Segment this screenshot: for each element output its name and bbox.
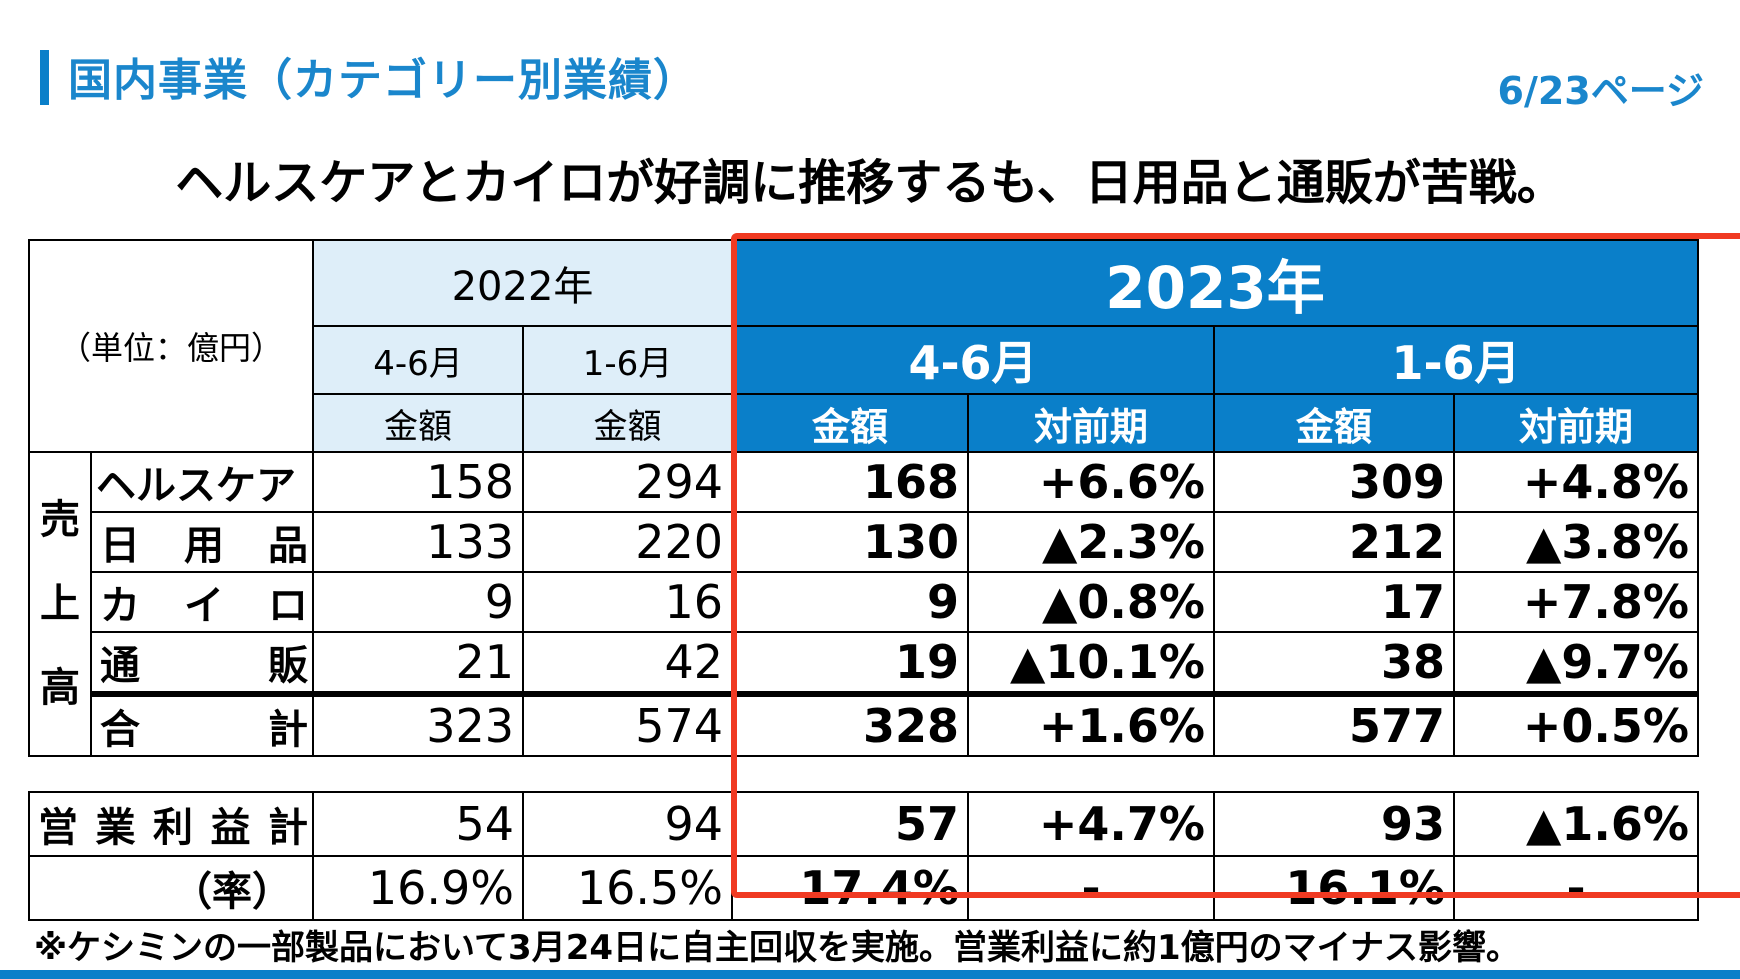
cell-value: 168 xyxy=(731,451,969,513)
row-label-mail-order: 通販 xyxy=(90,631,314,695)
table-row: 売上高 ヘルスケア 158 294 168 +6.6% 309 +4.8% xyxy=(28,451,1699,757)
row-label-total: 合計 xyxy=(90,691,314,757)
cell-yoy: ▲2.3% xyxy=(967,511,1215,573)
page-indicator: 6/23ページ xyxy=(1497,69,1704,113)
curr-period-q2: 4-6月 xyxy=(731,325,1215,395)
cell-value: 130 xyxy=(731,511,969,573)
section-title: 国内事業（カテゴリー別業績） xyxy=(68,55,698,106)
cell-value: 158 xyxy=(312,451,524,513)
cell-value: 19 xyxy=(731,631,969,695)
cell-yoy: +0.5% xyxy=(1453,691,1699,757)
cell-yoy: ▲1.6% xyxy=(1453,791,1699,857)
cell-value: 17.4% xyxy=(731,855,969,921)
cell-value: 133 xyxy=(312,511,524,573)
prev-amount-header-h1: 金額 xyxy=(522,393,733,453)
table-spacer xyxy=(29,756,1698,792)
cell-value: 94 xyxy=(522,791,733,857)
curr-amount-header-q2: 金額 xyxy=(731,393,969,453)
row-label-op-profit: 営業利益計 xyxy=(28,791,314,857)
headline: ヘルスケアとカイロが好調に推移するも、日用品と通販が苦戦。 xyxy=(175,155,1565,211)
footnote: ※ケシミンの一部製品において3月24日に自主回収を実施。営業利益に約1億円のマイ… xyxy=(34,928,1520,968)
prev-year-header: 2022年 xyxy=(312,239,733,327)
cell-yoy: ▲10.1% xyxy=(967,631,1215,695)
cell-yoy: +1.6% xyxy=(967,691,1215,757)
cell-value: 577 xyxy=(1213,691,1455,757)
table-row-op-profit: 営業利益計 54 94 57 +4.7% 93 ▲1.6% xyxy=(28,791,1699,857)
curr-amount-header-h1: 金額 xyxy=(1213,393,1455,453)
table-row: 日用品 133 220 130 ▲2.3% 212 ▲3.8% xyxy=(29,511,1699,573)
cell-value: 16.9% xyxy=(312,855,524,921)
table-row-total: 合計 323 574 328 +1.6% 577 +0.5% xyxy=(29,691,1699,757)
cell-yoy: +6.6% xyxy=(967,451,1215,513)
curr-period-h1: 1-6月 xyxy=(1213,325,1699,395)
cell-value: 42 xyxy=(522,631,733,695)
title-accent-bar xyxy=(40,50,49,105)
table-row: 通販 21 42 19 ▲10.1% 38 ▲9.7% xyxy=(29,631,1699,695)
cell-yoy: ▲9.7% xyxy=(1453,631,1699,695)
prev-amount-header-q2: 金額 xyxy=(312,393,524,453)
cell-yoy: +4.7% xyxy=(967,791,1215,857)
cell-value: 220 xyxy=(522,511,733,573)
curr-yoy-header-q2: 対前期 xyxy=(967,393,1215,453)
cell-yoy: +7.8% xyxy=(1453,571,1699,633)
cell-value: 54 xyxy=(312,791,524,857)
unit-label: （単位：億円） xyxy=(28,239,314,453)
curr-year-header: 2023年 xyxy=(731,239,1699,327)
cell-value: 17 xyxy=(1213,571,1455,633)
bottom-accent-bar xyxy=(0,970,1740,979)
cell-yoy: ▲0.8% xyxy=(967,571,1215,633)
prev-period-h1: 1-6月 xyxy=(522,325,733,395)
cell-value: 21 xyxy=(312,631,524,695)
cell-yoy: - xyxy=(967,855,1215,921)
cell-value: 38 xyxy=(1213,631,1455,695)
cell-yoy: - xyxy=(1453,855,1699,921)
cell-value: 57 xyxy=(731,791,969,857)
cell-value: 309 xyxy=(1213,451,1455,513)
row-label-op-rate: （率） xyxy=(28,855,314,921)
curr-yoy-header-h1: 対前期 xyxy=(1453,393,1699,453)
cell-yoy: +4.8% xyxy=(1453,451,1699,513)
row-label-daily-goods: 日用品 xyxy=(90,511,314,573)
cell-value: 16.1% xyxy=(1213,855,1455,921)
table-row: カイロ 9 16 9 ▲0.8% 17 +7.8% xyxy=(29,571,1699,633)
row-label-healthcare: ヘルスケア xyxy=(90,451,314,513)
cell-value: 574 xyxy=(522,691,733,757)
cell-value: 294 xyxy=(522,451,733,513)
row-label-kairo: カイロ xyxy=(90,571,314,633)
cell-value: 9 xyxy=(731,571,969,633)
cell-yoy: ▲3.8% xyxy=(1453,511,1699,573)
cell-value: 93 xyxy=(1213,791,1455,857)
sales-label: 売上高 xyxy=(28,451,92,757)
cell-value: 212 xyxy=(1213,511,1455,573)
table-row-op-rate: （率） 16.9% 16.5% 17.4% - 16.1% - xyxy=(28,855,1699,921)
cell-value: 9 xyxy=(312,571,524,633)
cell-value: 16.5% xyxy=(522,855,733,921)
cell-value: 323 xyxy=(312,691,524,757)
cell-value: 16 xyxy=(522,571,733,633)
prev-period-q2: 4-6月 xyxy=(312,325,524,395)
category-performance-table: （単位：億円） 2022年 2023年 4-6月 1-6月 4-6月 1-6月 … xyxy=(28,239,1699,921)
cell-value: 328 xyxy=(731,691,969,757)
